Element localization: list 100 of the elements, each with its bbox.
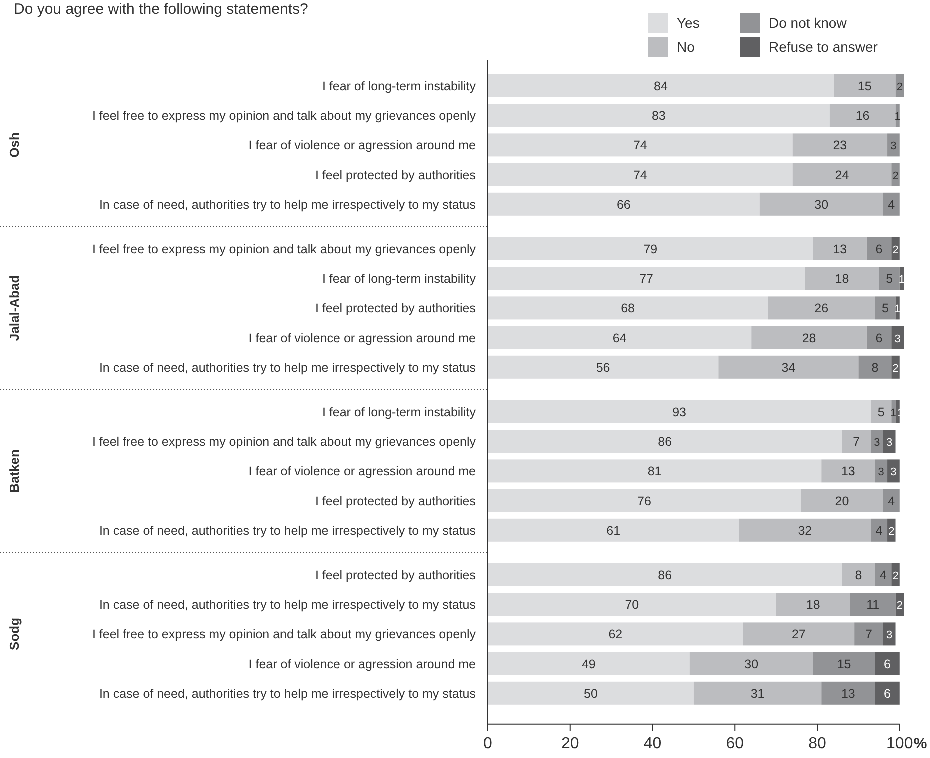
y-tick-label: I feel free to express my opinion and talk about my grievances openly xyxy=(92,435,477,450)
data-label: 1 xyxy=(890,408,897,420)
data-label: 32 xyxy=(798,524,812,538)
data-label: 74 xyxy=(633,138,648,153)
text: Jalal-Abad xyxy=(7,275,22,342)
y-tick-label: I feel free to express my opinion and talk about my grievances openly xyxy=(92,628,477,642)
data-label: 50 xyxy=(584,686,598,701)
x-tick-label: 100 xyxy=(886,735,914,752)
data-label: 11 xyxy=(866,598,880,612)
data-label: 49 xyxy=(582,657,596,672)
data-label: 74 xyxy=(633,168,648,182)
data-label: 2 xyxy=(892,244,899,256)
data-label: 68 xyxy=(621,302,636,316)
data-label: 1 xyxy=(894,304,901,316)
data-label: 2 xyxy=(892,570,899,582)
y-tick-label: I feel free to express my opinion and talk about my grievances openly xyxy=(92,109,477,124)
data-label: 34 xyxy=(782,360,796,375)
data-label: 15 xyxy=(837,657,852,672)
data-label: 18 xyxy=(806,598,820,612)
x-tick-label: 80 xyxy=(808,735,827,752)
y-tick-label: In case of need, authorities try to help me irrespectively to my status xyxy=(99,198,476,212)
data-label: 6 xyxy=(876,242,883,256)
text: Batken xyxy=(7,449,22,493)
data-label: 2 xyxy=(892,170,899,182)
data-label: 13 xyxy=(841,464,856,479)
data-label: 3 xyxy=(890,466,897,479)
text: Do you agree with the following statements? xyxy=(14,1,308,18)
data-label: 3 xyxy=(894,333,901,346)
y-tick-label: I feel protected by authorities xyxy=(315,494,476,508)
data-label: 28 xyxy=(802,331,816,346)
data-label: 84 xyxy=(654,80,668,94)
data-label: 83 xyxy=(652,109,666,124)
data-label: 6 xyxy=(884,686,892,701)
x-tick-label: 40 xyxy=(644,735,662,752)
data-label: 86 xyxy=(658,568,672,582)
data-label: 5 xyxy=(882,302,889,316)
data-label: 5 xyxy=(886,272,894,286)
x-tick-label: 60 xyxy=(726,735,744,752)
text: Osh xyxy=(7,132,22,158)
y-tick-label: I fear of long-term instability xyxy=(322,406,477,420)
data-label: 7 xyxy=(853,435,860,450)
data-label: 3 xyxy=(886,630,893,642)
data-label: 3 xyxy=(874,437,880,450)
data-label: 64 xyxy=(612,331,627,346)
data-label: 20 xyxy=(835,494,850,508)
data-label: 70 xyxy=(625,598,640,612)
x-tick-label: 20 xyxy=(561,735,580,752)
data-label: 3 xyxy=(890,140,897,153)
data-label: 30 xyxy=(744,657,759,672)
data-label: 86 xyxy=(658,435,672,450)
data-label: 13 xyxy=(833,242,848,256)
data-label: 2 xyxy=(896,600,903,612)
y-tick-label: I feel protected by authorities xyxy=(315,302,476,316)
data-label: 93 xyxy=(672,406,687,420)
legend-label: Yes xyxy=(677,15,700,31)
data-label: 27 xyxy=(792,628,806,642)
text: Sodg xyxy=(7,618,22,650)
legend-label: No xyxy=(677,39,696,55)
data-label: 3 xyxy=(878,466,884,479)
data-label: 62 xyxy=(608,628,623,642)
data-label: 31 xyxy=(750,686,765,701)
data-label: 66 xyxy=(616,198,631,212)
y-tick-label: In case of need, authorities try to help me irrespectively to my status xyxy=(99,598,476,612)
y-tick-label: I fear of long-term instability xyxy=(322,272,477,286)
y-tick-label: I feel free to express my opinion and talk about my grievances openly xyxy=(92,242,477,256)
data-label: 24 xyxy=(835,168,850,182)
data-label: 61 xyxy=(606,524,621,538)
data-label: 8 xyxy=(872,360,879,375)
data-label: 4 xyxy=(888,198,896,212)
data-label: 15 xyxy=(858,80,872,94)
data-label: 8 xyxy=(855,568,862,582)
x-tick-label: 0 xyxy=(484,735,493,752)
data-label: 18 xyxy=(835,272,850,286)
data-label: 26 xyxy=(814,302,829,316)
data-label: 2 xyxy=(896,82,903,94)
data-label: 4 xyxy=(876,524,883,538)
y-tick-label: In case of need, authorities try to help me irrespectively to my status xyxy=(99,360,476,375)
data-label: 77 xyxy=(640,272,654,286)
legend-label: Refuse to answer xyxy=(769,39,878,55)
x-axis-title: % xyxy=(914,735,928,752)
y-tick-label: In case of need, authorities try to help me irrespectively to my status xyxy=(99,524,476,538)
data-label: 5 xyxy=(878,406,885,420)
data-label: 2 xyxy=(888,526,895,538)
data-label: 56 xyxy=(596,360,610,375)
y-tick-label: In case of need, authorities try to help me irrespectively to my status xyxy=(99,686,476,701)
data-label: 81 xyxy=(648,464,662,479)
y-tick-label: I fear of violence or agression around me xyxy=(248,138,476,153)
data-label: 6 xyxy=(884,657,892,672)
data-label: 6 xyxy=(876,331,883,346)
y-tick-label: I feel protected by authorities xyxy=(315,568,476,582)
data-label: 4 xyxy=(888,494,896,508)
data-label: 16 xyxy=(856,109,870,124)
data-label: 79 xyxy=(644,242,658,256)
data-label: 23 xyxy=(833,138,848,153)
data-label: 13 xyxy=(841,686,856,701)
legend-label: Do not know xyxy=(769,15,848,31)
data-label: 2 xyxy=(892,362,899,375)
data-label: 30 xyxy=(814,198,829,212)
y-tick-label: I feel protected by authorities xyxy=(315,168,476,182)
data-label: 4 xyxy=(880,568,887,582)
